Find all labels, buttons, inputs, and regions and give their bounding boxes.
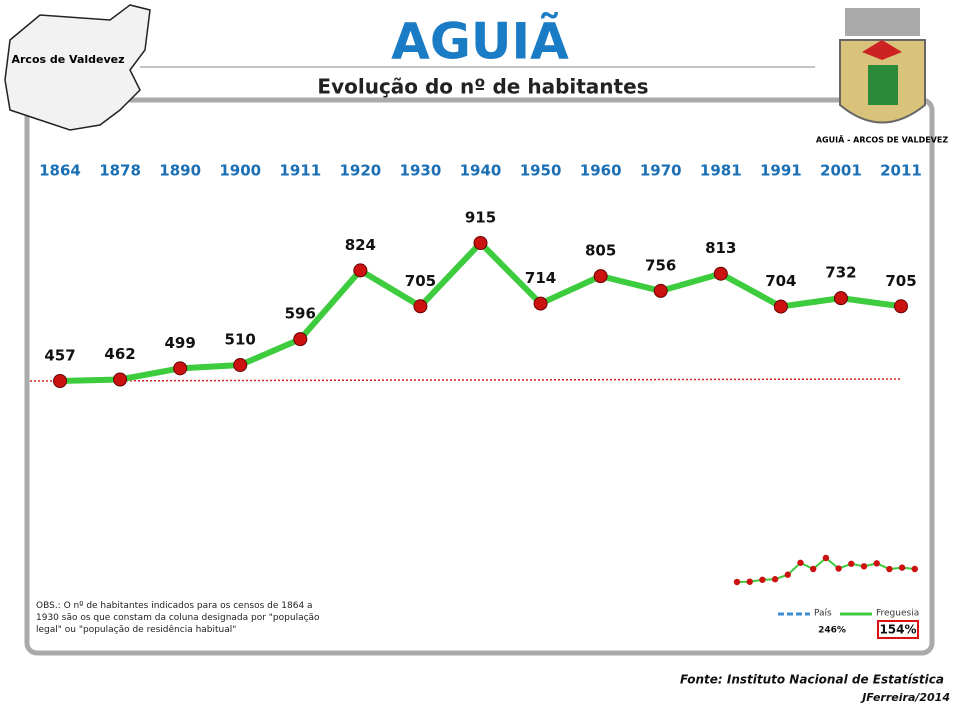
x-tick-label: 1940 [460, 162, 502, 180]
x-tick-label: 1900 [219, 162, 261, 180]
inset-point [797, 559, 804, 566]
inset-point [822, 554, 830, 562]
data-point [593, 269, 608, 284]
inset-point [886, 565, 893, 573]
legend-label: Freguesia [876, 609, 919, 619]
data-label: 457 [44, 347, 75, 365]
data-label: 714 [525, 269, 556, 287]
inset-point [835, 565, 842, 572]
x-tick-label: 1911 [279, 162, 321, 180]
x-tick-label: 1970 [640, 162, 682, 180]
frame [24, 97, 935, 656]
inset-percent: 246% [818, 626, 846, 636]
data-point [53, 374, 67, 388]
data-point [473, 236, 488, 250]
data-label: 805 [585, 242, 616, 260]
inset-point [898, 564, 906, 571]
map [4, 4, 151, 131]
data-label: 813 [705, 239, 736, 257]
x-tick-label: 1960 [580, 162, 622, 180]
inset-point [733, 578, 741, 586]
x-tick-label: 2001 [820, 162, 862, 180]
data-point [894, 299, 908, 314]
data-label: 705 [405, 272, 436, 290]
data-point [833, 291, 848, 306]
data-label: 732 [825, 264, 856, 282]
data-point [773, 299, 788, 314]
inset-point [771, 576, 779, 583]
data-point [713, 266, 728, 281]
x-tick-label: 1878 [99, 162, 141, 180]
chart-title: AGUIÃ [391, 12, 569, 71]
data-point [413, 299, 428, 314]
x-tick-label: 1991 [760, 162, 802, 180]
data-label: 705 [885, 272, 916, 290]
data-label: 704 [765, 272, 796, 290]
inset-point [759, 576, 766, 583]
inset-point [746, 578, 753, 585]
data-point [353, 263, 368, 278]
x-tick-label: 2011 [880, 162, 922, 180]
crest-label: AGUIÃ - ARCOS DE VALDEVEZ [816, 135, 948, 145]
data-label: 596 [285, 305, 316, 323]
inset-point [911, 565, 918, 573]
source: Fonte: Instituto Nacional de Estatística [680, 673, 944, 687]
note: OBS.: O nº de habitantes indicados para … [36, 601, 320, 635]
data-label: 915 [465, 209, 496, 227]
inset-point [860, 563, 868, 570]
x-tick-label: 1920 [339, 162, 381, 180]
crest [839, 8, 926, 124]
x-tick-label: 1930 [400, 162, 442, 180]
data-point [533, 296, 548, 311]
percent-box [877, 620, 919, 639]
data-label: 499 [164, 334, 195, 352]
data-point [653, 283, 668, 298]
data-point [113, 372, 128, 387]
data-label: 756 [645, 256, 676, 274]
map-label: Arcos de Valdevez [11, 53, 124, 66]
chart-subtitle: Evolução do nº de habitantes [317, 75, 648, 99]
x-tick-label: 1890 [159, 162, 201, 180]
data-point [233, 358, 248, 373]
inset-point [810, 565, 817, 573]
inset-point [873, 560, 880, 567]
legend-label: País [814, 609, 832, 619]
x-tick-label: 1950 [520, 162, 562, 180]
inset-percent: 154% [879, 623, 916, 637]
data-label: 824 [345, 236, 376, 254]
author: JFerreira/2014 [860, 691, 950, 704]
inset-point [848, 560, 855, 567]
x-tick-label: 1864 [39, 162, 81, 180]
note-box: OBS.: O nº de habitantes indicados para … [36, 601, 320, 635]
data-point [293, 332, 308, 347]
reference-line [29, 378, 901, 382]
x-tick-label: 1981 [700, 162, 742, 180]
data-label: 510 [225, 331, 256, 349]
data-point [173, 361, 188, 376]
inset-point [784, 571, 791, 578]
data-label: 462 [104, 345, 135, 363]
